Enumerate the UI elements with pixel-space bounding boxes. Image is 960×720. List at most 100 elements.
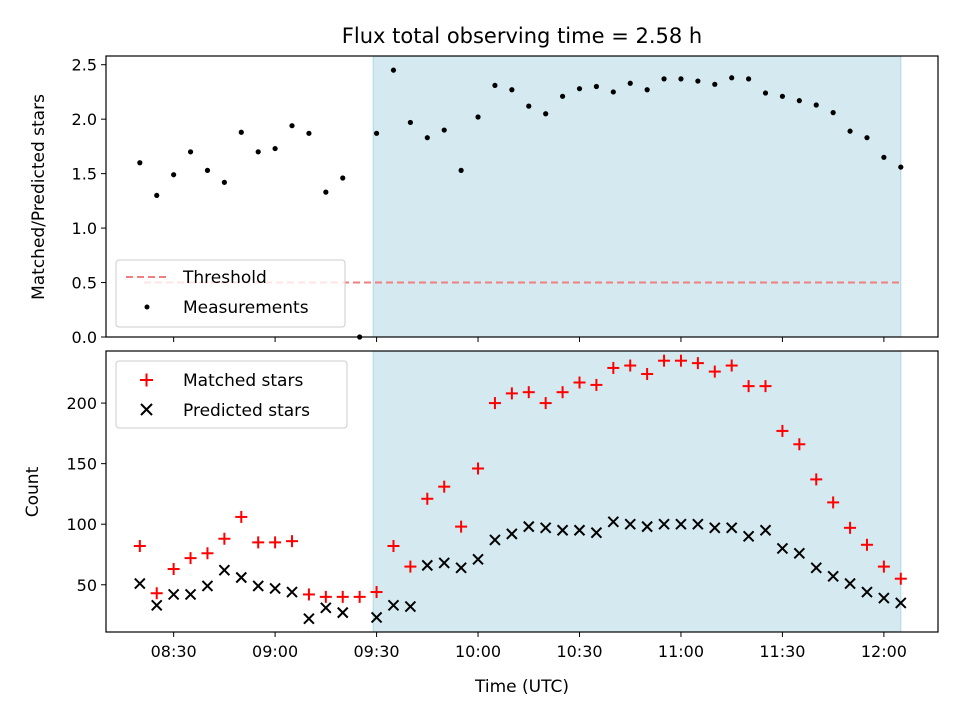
predicted-stars-point — [624, 518, 636, 530]
matched-stars-point — [641, 368, 654, 381]
matched-stars-point — [776, 424, 789, 437]
predicted-stars-point — [675, 518, 687, 530]
measurement-point — [323, 189, 329, 195]
measurement-point — [340, 175, 346, 181]
predicted-stars-point — [895, 597, 907, 609]
predicted-stars-point — [607, 516, 620, 528]
legend-matched-label: Matched stars — [183, 371, 303, 391]
legend-ratio: Threshold Measurements — [115, 259, 346, 328]
predicted-stars-point — [472, 553, 484, 566]
measurement-point — [813, 102, 819, 108]
predicted-stars-point — [844, 577, 856, 590]
legend-predicted-swatch — [140, 403, 153, 416]
matched-stars-point — [759, 380, 772, 393]
matched-stars-point — [691, 357, 704, 370]
matched-stars-point — [404, 560, 417, 573]
measurement-point — [187, 149, 194, 155]
matched-stars-point — [573, 376, 586, 389]
predicted-stars-point — [404, 600, 417, 613]
x-tick-label: 10:30 — [556, 642, 602, 661]
matched-stars-point — [894, 572, 907, 585]
measurement-point — [390, 67, 397, 73]
measurement-point — [729, 75, 735, 81]
x-tick-label: 10:00 — [455, 642, 501, 661]
matched-stars-point — [658, 354, 671, 367]
matched-stars-point — [472, 462, 485, 475]
measurement-point — [238, 129, 244, 135]
measurement-point — [424, 135, 430, 141]
predicted-stars-point — [861, 586, 873, 598]
predicted-stars-point — [286, 586, 298, 598]
matched-stars-point — [438, 480, 451, 493]
measurement-point — [221, 179, 227, 185]
predicted-stars-point — [725, 522, 738, 534]
matched-stars-point — [421, 492, 434, 505]
measurement-point — [712, 81, 718, 87]
predicted-stars-point — [878, 592, 890, 604]
observing-window-count — [372, 350, 902, 633]
measurement-point — [881, 154, 887, 160]
predicted-stars-point — [370, 611, 383, 624]
measurement-point — [526, 103, 532, 109]
predicted-stars-point — [167, 588, 180, 601]
predicted-stars-point — [421, 559, 434, 572]
measurement-point — [441, 127, 447, 133]
measurement-point — [373, 130, 380, 136]
predicted-stars-point — [387, 599, 400, 612]
matched-stars-point — [235, 510, 248, 523]
matched-stars-point — [810, 473, 823, 486]
measurement-point — [255, 149, 261, 155]
predicted-stars-point — [269, 582, 281, 595]
measurement-point — [796, 98, 802, 104]
x-tick-label: 11:00 — [658, 642, 704, 661]
legend-threshold-label: Threshold — [182, 268, 267, 288]
predicted-stars-point — [201, 580, 214, 592]
measurement-point — [644, 87, 650, 93]
measurement-point — [830, 110, 836, 116]
measurement-point — [509, 87, 515, 93]
measurement-point — [306, 130, 312, 136]
y-tick-label-ratio: 0.0 — [72, 328, 97, 347]
matched-stars-point — [674, 354, 687, 367]
plot-frame-count — [105, 350, 939, 633]
predicted-stars-point — [590, 526, 603, 539]
measurement-point — [847, 128, 853, 134]
measurement-point — [627, 80, 633, 86]
y-tick-label-ratio: 1.5 — [72, 165, 97, 184]
measurement-point — [559, 93, 566, 99]
legend-measurement-swatch — [144, 304, 150, 310]
predicted-stars-point — [455, 562, 467, 574]
y-tick-label-ratio: 2.0 — [72, 110, 97, 129]
matched-stars-point — [590, 378, 603, 391]
observing-window-ratio — [372, 55, 902, 338]
predicted-stars-point — [151, 599, 163, 612]
measurement-point — [762, 90, 769, 96]
measurement-point — [746, 76, 752, 82]
measurement-point — [543, 111, 549, 117]
measurement-point — [661, 76, 667, 82]
measurement-point — [458, 167, 464, 173]
measurement-point — [898, 164, 904, 170]
predicted-stars-point — [641, 520, 653, 533]
measurement-point — [289, 123, 295, 129]
measurement-point — [475, 114, 481, 120]
matched-stars-point — [624, 359, 637, 372]
matched-stars-point — [167, 563, 180, 576]
predicted-stars-point — [556, 524, 569, 536]
measurement-point — [678, 76, 684, 82]
predicted-stars-point — [134, 577, 146, 590]
y-tick-label-ratio: 0.5 — [72, 274, 97, 293]
measurement-point — [272, 145, 278, 152]
panel-counts: 50 100 150 200 08:30 09:00 09:30 10:00 10:30 11:0… — [66, 350, 939, 661]
matched-stars-point — [269, 536, 282, 549]
y-tick-label-count: 150 — [66, 455, 97, 474]
matched-stars-point — [455, 520, 468, 533]
matched-stars-point — [286, 535, 299, 548]
matched-stars-point — [607, 361, 620, 374]
matched-stars-point — [370, 586, 383, 599]
matched-stars-point — [387, 540, 400, 553]
measurement-point — [171, 172, 177, 178]
measurement-point — [154, 192, 160, 199]
matched-stars-point — [133, 540, 146, 553]
predicted-stars-point — [658, 518, 670, 530]
